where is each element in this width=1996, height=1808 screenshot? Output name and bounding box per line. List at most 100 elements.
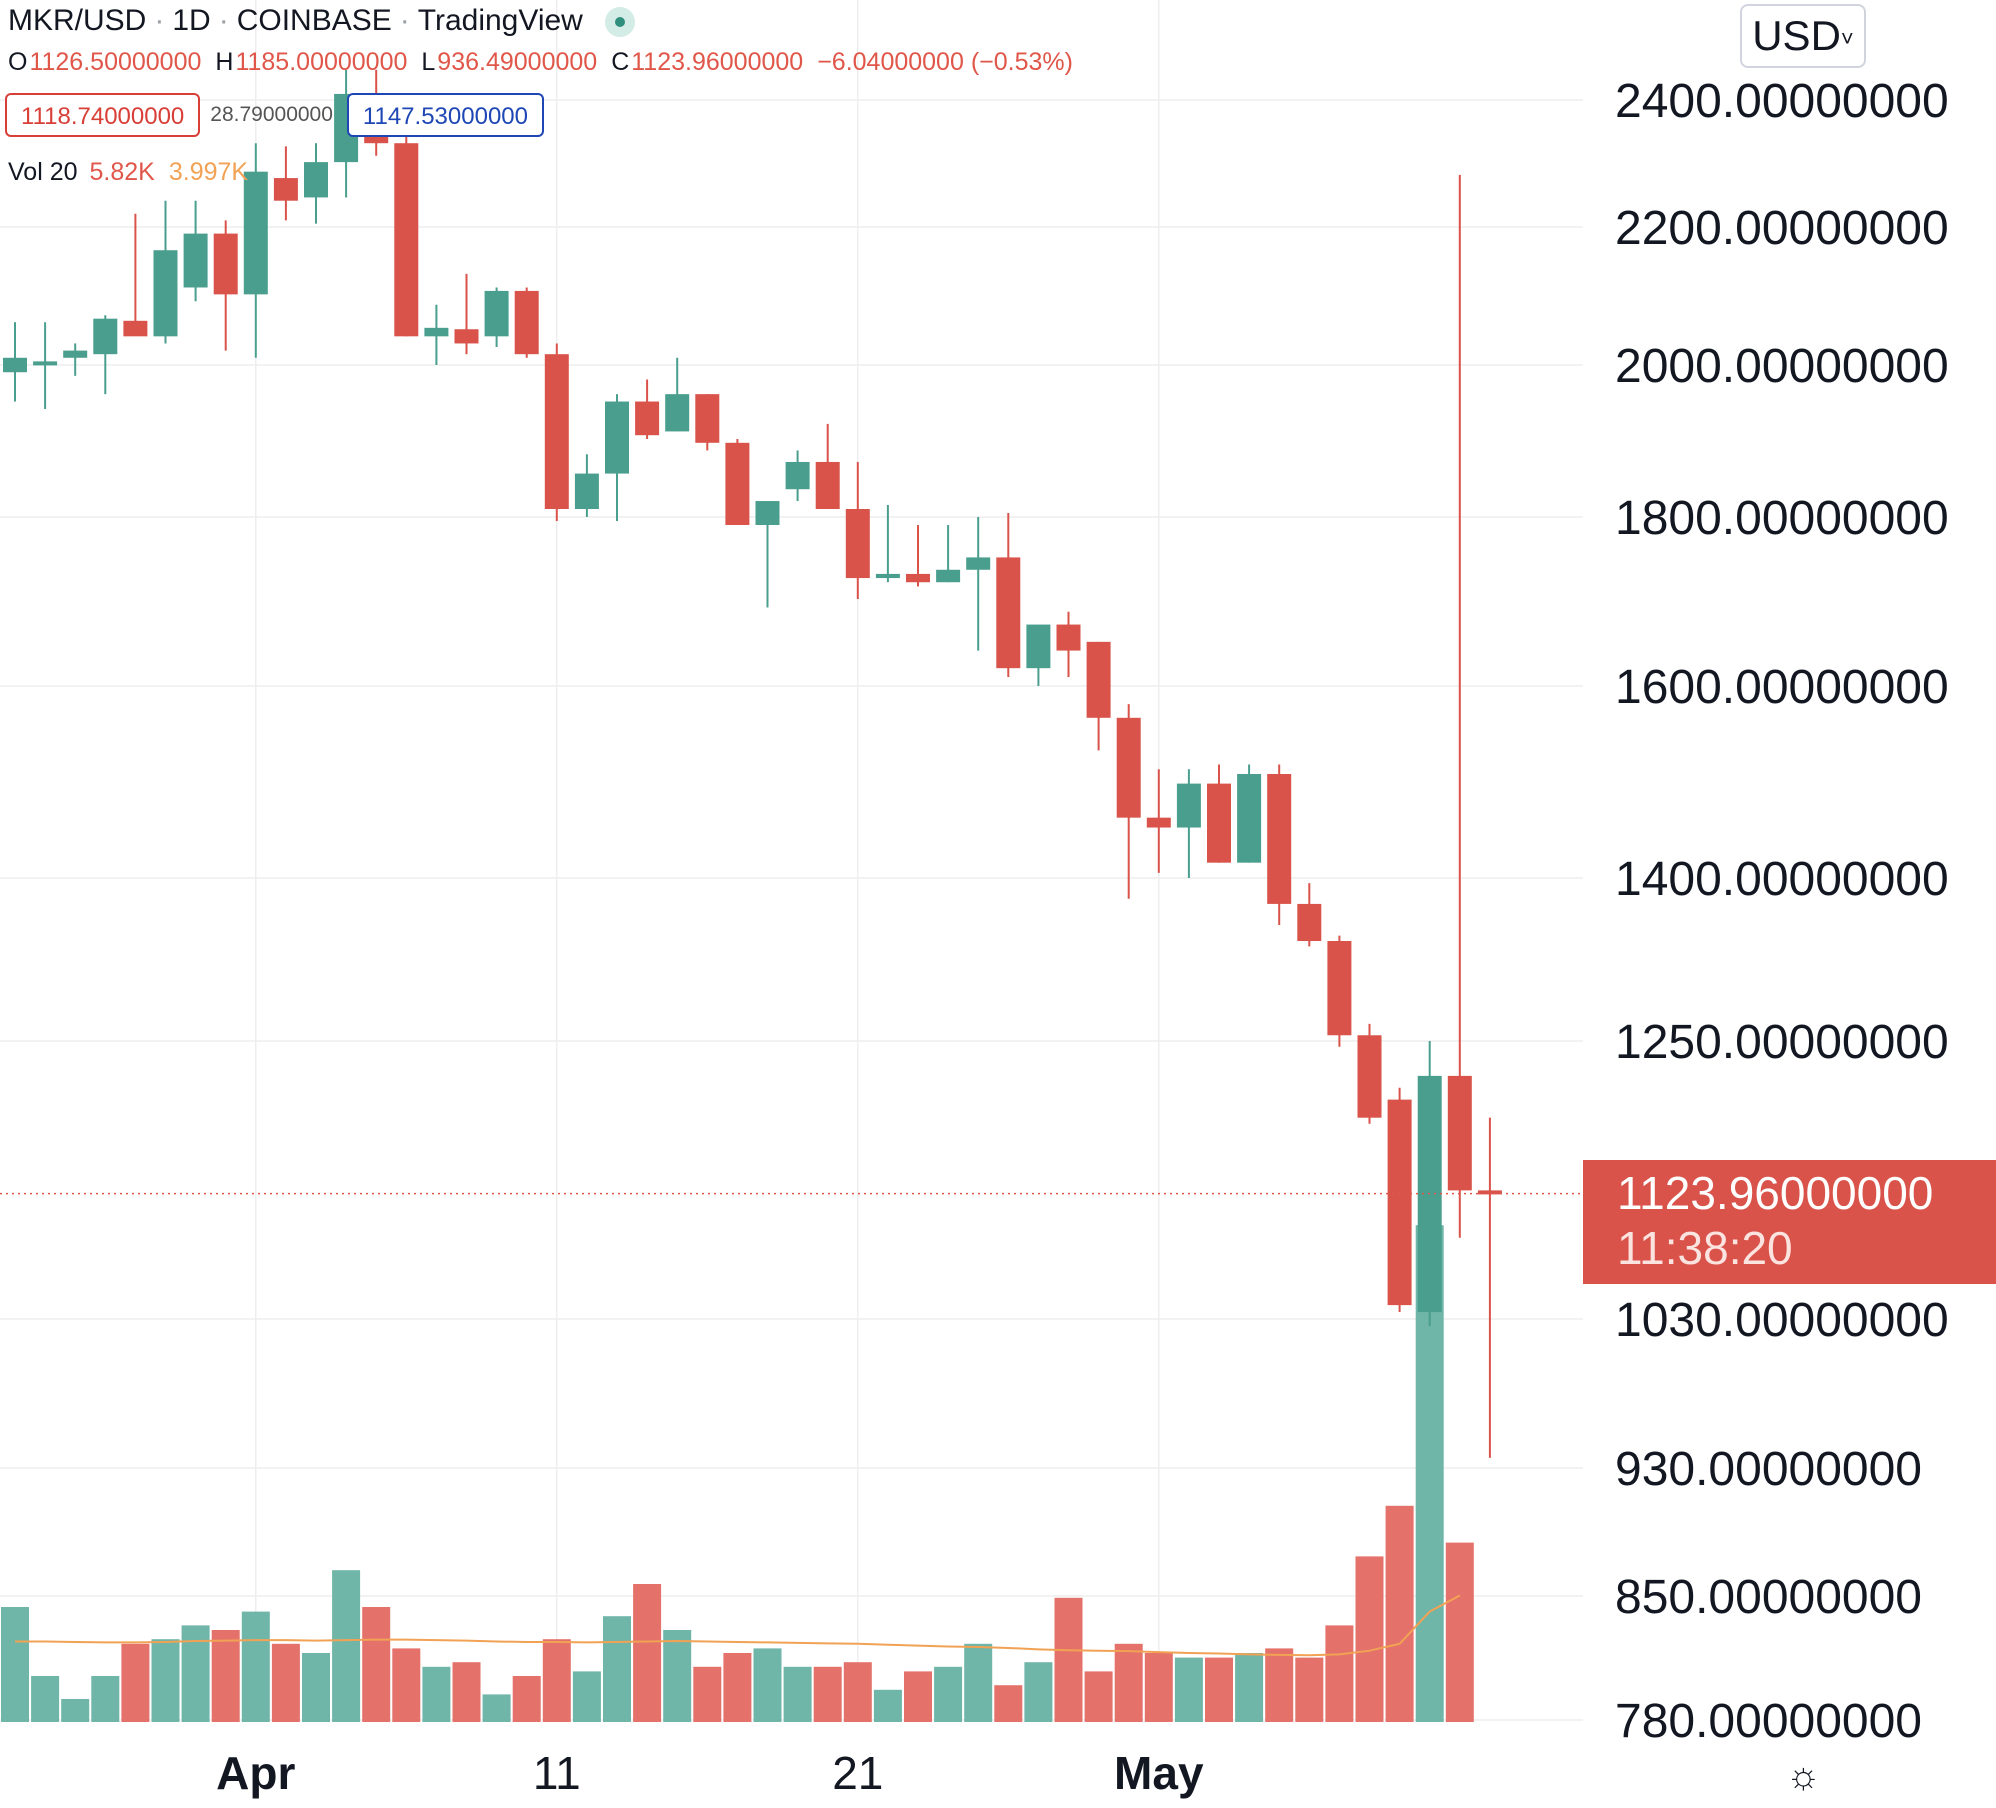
price-axis: 2400.00000000 2200.00000000 2000.00000000 1… (1615, 75, 1949, 1748)
time-axis: Apr 11 21 May (216, 1747, 1204, 1799)
price-tick-label: 1030.00000000 (1615, 1294, 1949, 1347)
currency-selector[interactable]: USD˅ (1740, 4, 1866, 68)
volume-bar (422, 1666, 451, 1722)
volume-bar (964, 1643, 993, 1722)
candle-body (1447, 1075, 1472, 1191)
open-value: 1126.50000000 (29, 48, 202, 76)
candle-body (875, 573, 900, 579)
candle-body (243, 171, 268, 295)
time-tick-label: Apr (216, 1747, 295, 1799)
candle-body (394, 143, 419, 337)
symbol-name[interactable]: MKR/USD (8, 4, 147, 37)
time-tick-label: May (1114, 1747, 1204, 1799)
price-tick-label: 930.00000000 (1615, 1443, 1922, 1496)
currency-label: USD (1752, 12, 1841, 59)
candle-body (996, 557, 1021, 669)
volume-indicator-name[interactable]: Vol 20 (8, 158, 78, 186)
volume-bar (332, 1570, 361, 1722)
volume-bar (1084, 1671, 1113, 1722)
sell-button[interactable]: 1118.74000000 (5, 93, 201, 137)
high-key: H (215, 48, 234, 76)
volume-bar (1174, 1657, 1203, 1722)
volume-bar (181, 1625, 210, 1722)
separator-dot: · (218, 4, 229, 37)
volume-bar (603, 1616, 631, 1722)
change-value: −6.04000000 (−0.53%) (817, 48, 1073, 76)
spread-value: 28.79000000 (210, 103, 333, 126)
volume-bar (31, 1676, 60, 1722)
candle-body (574, 473, 599, 510)
volume-bar (1445, 1542, 1474, 1722)
candle-body (1387, 1099, 1412, 1306)
volume-bar (1205, 1657, 1233, 1722)
candle-body (725, 442, 750, 525)
market-status-icon[interactable] (604, 7, 635, 38)
volume-bar (934, 1666, 963, 1722)
candle-body (845, 509, 870, 579)
candle-body (665, 394, 690, 432)
volume-bar (61, 1699, 90, 1722)
volume-bar (482, 1694, 511, 1722)
price-tick-label: 1250.00000000 (1615, 1016, 1949, 1069)
candle-body (635, 401, 660, 436)
candle-body (1267, 774, 1292, 904)
volume-bar (813, 1666, 842, 1722)
chevron-down-icon: ˅ (1840, 25, 1854, 51)
volume-bar (1, 1607, 29, 1722)
candle-body (544, 354, 569, 510)
volume-bar (1295, 1657, 1324, 1722)
candle-body (514, 290, 539, 355)
bar-countdown: 11:38:20 (1617, 1222, 1793, 1274)
volume-bar (211, 1630, 240, 1722)
low-key: L (421, 48, 436, 76)
candle-body (936, 569, 961, 583)
candle-body (1477, 1190, 1502, 1195)
volume-bar (1235, 1653, 1264, 1722)
candle-body (1237, 774, 1262, 863)
candle-body (906, 573, 930, 583)
volume-bar (843, 1662, 872, 1722)
volume-bar (1024, 1662, 1053, 1722)
volume-bar (1054, 1597, 1083, 1722)
candle-body (1026, 624, 1051, 669)
close-key: C (611, 48, 630, 76)
volume-bar (1114, 1643, 1143, 1722)
candle-body (93, 318, 118, 355)
candle-body (454, 329, 479, 344)
candle-body (1297, 903, 1322, 942)
volume-bar (1325, 1625, 1354, 1722)
volume-value: 5.82K (89, 158, 155, 186)
separator-dot: · (154, 4, 165, 37)
volume-bar (542, 1639, 571, 1722)
candle-body (695, 394, 720, 443)
candles (3, 69, 1502, 1458)
volume-bar (723, 1653, 752, 1722)
candle-body (755, 501, 780, 525)
volume-bar (1385, 1505, 1414, 1722)
candle-body (3, 357, 27, 373)
candle-body (605, 401, 629, 474)
chart-settings-icon[interactable]: ☼ (1786, 1755, 1821, 1797)
volume-bar (362, 1607, 391, 1722)
last-price-label: 1123.96000000 11:38:20 (1583, 1160, 1996, 1284)
volume-bar (663, 1630, 692, 1722)
volume-ma-line (15, 1594, 1461, 1657)
open-key: O (8, 48, 28, 76)
candle-body (785, 461, 810, 490)
price-tick-label: 1400.00000000 (1615, 853, 1949, 906)
volume-bar (241, 1611, 270, 1722)
volume-bar (1144, 1653, 1173, 1722)
volume-bar (271, 1643, 300, 1722)
interval[interactable]: 1D (172, 4, 211, 37)
candle-body (1176, 783, 1201, 828)
buy-button[interactable]: 1147.53000000 (346, 93, 544, 137)
time-tick-label: 21 (832, 1747, 883, 1799)
volume-bar (572, 1671, 601, 1722)
volume-bar (121, 1643, 150, 1722)
volume-bar (91, 1676, 120, 1722)
volume-bar (904, 1671, 932, 1722)
candle-body (966, 557, 991, 570)
high-value: 1185.00000000 (235, 48, 408, 76)
low-value: 936.49000000 (437, 48, 598, 76)
